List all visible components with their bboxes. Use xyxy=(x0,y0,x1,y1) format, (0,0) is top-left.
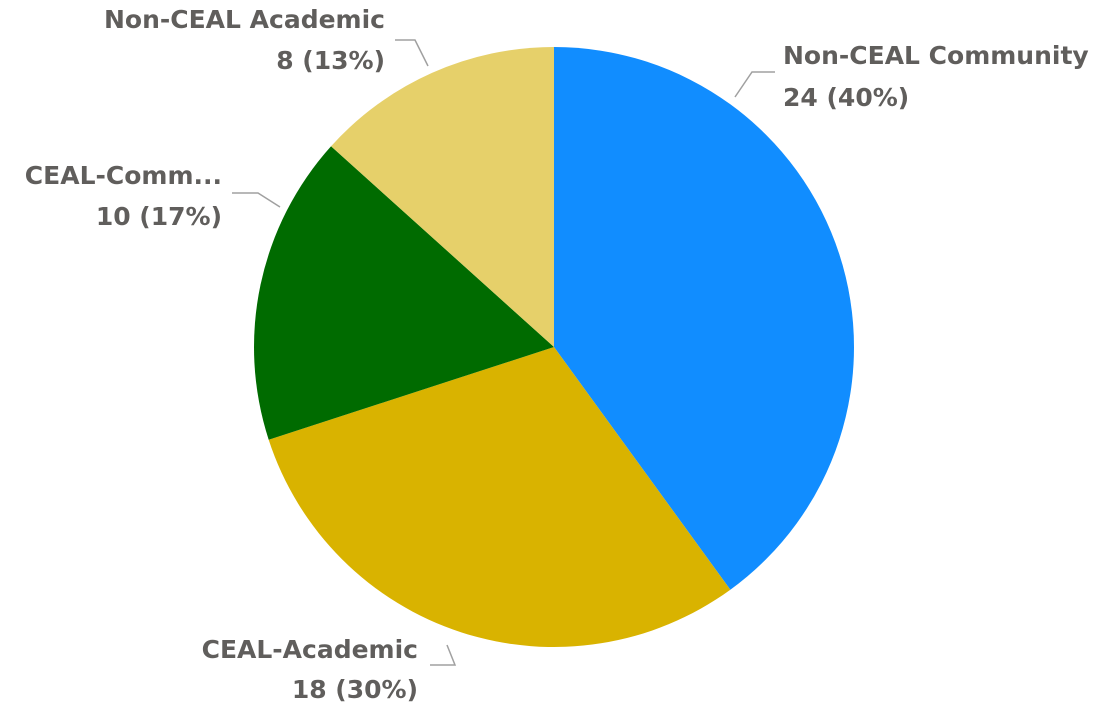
pie-slice xyxy=(268,347,731,647)
slice-value-label: 8 (13%) xyxy=(276,46,385,75)
pie-slice xyxy=(253,146,554,440)
leader-line xyxy=(430,644,457,666)
pie-slice xyxy=(331,47,554,347)
slice-value-label: 10 (17%) xyxy=(96,202,222,231)
slice-category-label: Non-CEAL Community xyxy=(783,41,1089,70)
leader-line xyxy=(395,39,429,67)
leader-line xyxy=(232,192,281,208)
pie-slice xyxy=(554,47,855,590)
slice-category-label: CEAL-Comm... xyxy=(25,161,222,190)
leader-line xyxy=(734,71,775,98)
slice-category-label: Non-CEAL Academic xyxy=(104,5,385,34)
slice-value-label: 24 (40%) xyxy=(783,83,909,112)
slice-value-label: 18 (30%) xyxy=(292,675,418,704)
slice-category-label: CEAL-Academic xyxy=(202,635,418,664)
